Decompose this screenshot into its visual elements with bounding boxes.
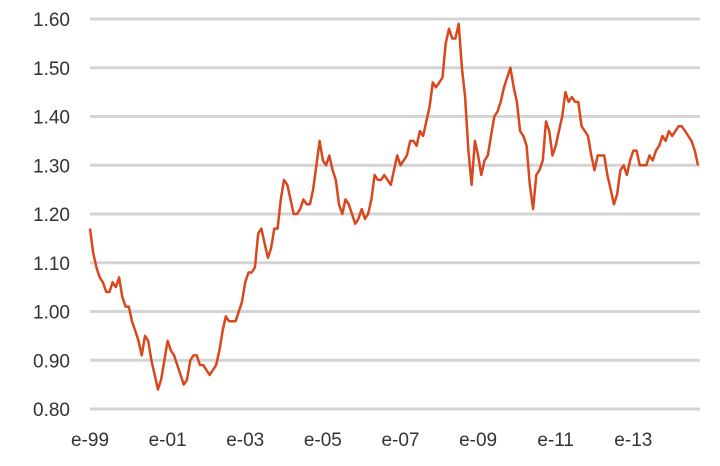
y-tick-label: 1.40 — [33, 108, 70, 129]
y-tick-label: 0.80 — [33, 400, 70, 421]
y-tick-label: 0.90 — [33, 351, 70, 372]
series-line — [90, 24, 698, 390]
y-tick-label: 1.20 — [33, 205, 70, 226]
x-axis-ticks: e-99 e-01 e-03 e-05 e-07 e-09 e-11 e-13 — [71, 430, 652, 451]
y-tick-label: 1.30 — [33, 156, 70, 177]
x-tick-label: e-05 — [304, 430, 342, 451]
series — [90, 24, 698, 390]
y-tick-label: 1.10 — [33, 254, 70, 275]
x-tick-label: e-01 — [149, 430, 187, 451]
gridlines — [90, 19, 700, 409]
y-tick-label: 1.60 — [33, 10, 70, 31]
x-tick-label: e-11 — [537, 430, 574, 451]
x-tick-label: e-03 — [226, 430, 264, 451]
y-tick-label: 1.50 — [33, 59, 70, 80]
x-tick-label: e-13 — [614, 430, 652, 451]
y-tick-label: 1.00 — [33, 303, 70, 324]
x-tick-label: e-09 — [459, 430, 497, 451]
y-axis-ticks: 1.60 1.50 1.40 1.30 1.20 1.10 1.00 0.90 0.80 — [33, 10, 70, 421]
x-tick-label: e-07 — [381, 430, 419, 451]
x-tick-label: e-99 — [71, 430, 109, 451]
